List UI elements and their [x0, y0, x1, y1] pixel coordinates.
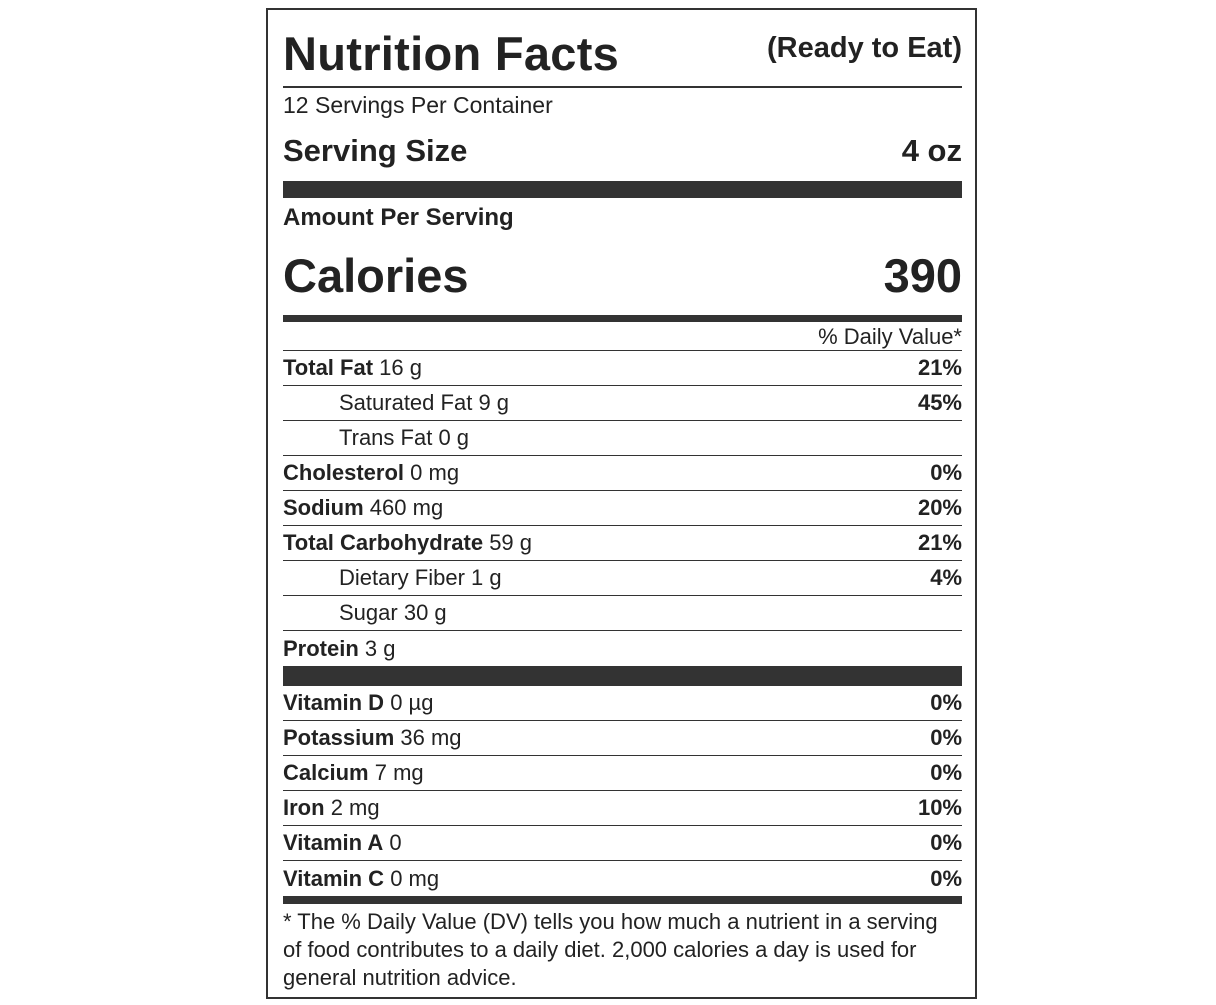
nutrient-label: Dietary Fiber 1 g [283, 565, 502, 591]
nutrient-row: Cholesterol 0 mg 0% [283, 456, 962, 491]
daily-value-percent: 0% [930, 865, 962, 891]
daily-value-percent: 45% [917, 390, 962, 415]
nutrient-label: Calcium 7 mg [283, 760, 424, 786]
footnote: * The % Daily Value (DV) tells you how m… [283, 909, 938, 990]
nutrient-row: Dietary Fiber 1 g 4% [283, 561, 962, 596]
serving-size-row: Serving Size 4 oz [283, 121, 962, 181]
daily-value-percent: 21% [917, 355, 962, 380]
nutrient-name: Sugar [339, 600, 398, 625]
nutrient-amount: 3 g [364, 635, 396, 661]
nutrient-row: Iron 2 mg 10% [283, 791, 962, 826]
daily-value-percent: 0% [930, 830, 962, 855]
nutrient-row: Trans Fat 0 g [283, 421, 962, 456]
nutrient-row: Vitamin C 0 mg 0% [283, 861, 962, 896]
nutrient-row: Total Fat 16 g 21% [283, 351, 962, 386]
nutrient-amount: 0 g [438, 425, 470, 450]
nutrient-label: Vitamin D 0 µg [283, 690, 433, 716]
daily-value-percent: 21% [917, 530, 962, 555]
nutrition-facts-label: Nutrition Facts (Ready to Eat) 12 Servin… [266, 8, 977, 999]
nutrient-label: Sodium 460 mg [283, 495, 443, 521]
label-title: Nutrition Facts [283, 27, 620, 80]
nutrient-amount: 0 mg [410, 460, 460, 485]
nutrient-row: Protein 3 g [283, 631, 962, 666]
nutrient-label: Iron 2 mg [283, 795, 380, 821]
nutrient-row: Sugar 30 g [283, 596, 962, 631]
nutrient-row: Total Carbohydrate 59 g 21% [283, 526, 962, 561]
nutrient-name: Vitamin D [283, 690, 385, 715]
nutrient-label: Potassium 36 mg [283, 725, 462, 751]
amount-per-serving: Amount Per Serving [283, 204, 514, 231]
nutrient-name: Iron [283, 795, 325, 820]
nutrient-label: Trans Fat 0 g [283, 425, 469, 451]
nutrient-label: Saturated Fat 9 g [283, 390, 509, 416]
nutrient-name: Potassium [283, 725, 395, 750]
daily-value-percent: 0% [930, 690, 962, 715]
nutrient-row: Vitamin D 0 µg 0% [283, 686, 962, 721]
nutrient-amount: 2 mg [330, 795, 380, 820]
nutrient-name: Sodium [283, 495, 364, 520]
nutrient-label: Total Carbohydrate 59 g [283, 530, 532, 556]
nutrient-amount: 460 mg [369, 495, 444, 520]
nutrient-label: Protein 3 g [283, 636, 396, 662]
nutrient-amount: 30 g [403, 600, 447, 625]
nutrient-amount: 0 µg [390, 690, 434, 715]
nutrient-amount: 0 mg [390, 865, 440, 891]
daily-value-percent: 0% [930, 460, 962, 485]
nutrient-amount: 9 g [478, 390, 510, 415]
nutrient-row: Calcium 7 mg 0% [283, 756, 962, 791]
nutrient-amount: 1 g [471, 565, 502, 590]
servings-per-container: 12 Servings Per Container [283, 92, 553, 118]
daily-value-header: % Daily Value* [283, 322, 962, 351]
nutrient-name: Cholesterol [283, 460, 405, 485]
nutrient-row: Sodium 460 mg 20% [283, 491, 962, 526]
calories-row: Calories 390 [283, 236, 962, 315]
nutrient-name: Dietary Fiber [339, 565, 465, 590]
daily-value-percent: 10% [917, 795, 962, 820]
serving-size-label: Serving Size [283, 133, 468, 168]
daily-value-percent: 4% [930, 565, 962, 590]
nutrient-row: Saturated Fat 9 g 45% [283, 386, 962, 421]
label-header: Nutrition Facts (Ready to Eat) [283, 10, 962, 88]
thick-divider [283, 181, 962, 198]
daily-value-percent: 0% [930, 725, 962, 750]
thick-divider [283, 666, 962, 686]
vitamin-list: Vitamin D 0 µg 0% Potassium 36 mg 0% Calcium… [283, 686, 962, 896]
nutrient-amount: 59 g [489, 530, 533, 555]
nutrient-name: Calcium [283, 760, 369, 785]
nutrient-label: Vitamin A 0 [283, 830, 402, 856]
nutrient-row: Potassium 36 mg 0% [283, 721, 962, 756]
nutrient-label: Vitamin C 0 mg [283, 866, 439, 892]
calories-value: 390 [883, 249, 962, 302]
nutrient-name: Saturated Fat [339, 390, 473, 415]
daily-value-percent: 0% [930, 760, 962, 785]
nutrient-name: Vitamin A [283, 830, 384, 855]
nutrient-amount: 16 g [379, 355, 422, 380]
nutrient-label: Total Fat 16 g [283, 355, 422, 381]
nutrient-name: Vitamin C [283, 865, 385, 891]
nutrient-name: Trans Fat [339, 425, 433, 450]
medium-divider [283, 315, 962, 322]
serving-size-value: 4 oz [901, 133, 962, 168]
nutrient-amount: 36 mg [400, 725, 462, 750]
nutrient-label: Cholesterol 0 mg [283, 460, 459, 486]
nutrient-name: Total Fat [283, 355, 374, 380]
medium-divider [283, 896, 962, 904]
label-subtitle: (Ready to Eat) [767, 32, 962, 64]
nutrient-label: Sugar 30 g [283, 600, 447, 626]
calories-label: Calories [283, 249, 469, 302]
nutrient-list: Total Fat 16 g 21% Saturated Fat 9 g 45% Tra… [283, 351, 962, 666]
nutrient-amount: 0 [389, 830, 402, 855]
nutrient-row: Vitamin A 0 0% [283, 826, 962, 861]
nutrient-name: Protein [283, 635, 359, 661]
nutrient-amount: 7 mg [374, 760, 424, 785]
nutrient-name: Total Carbohydrate [283, 530, 484, 555]
daily-value-percent: 20% [917, 495, 962, 520]
